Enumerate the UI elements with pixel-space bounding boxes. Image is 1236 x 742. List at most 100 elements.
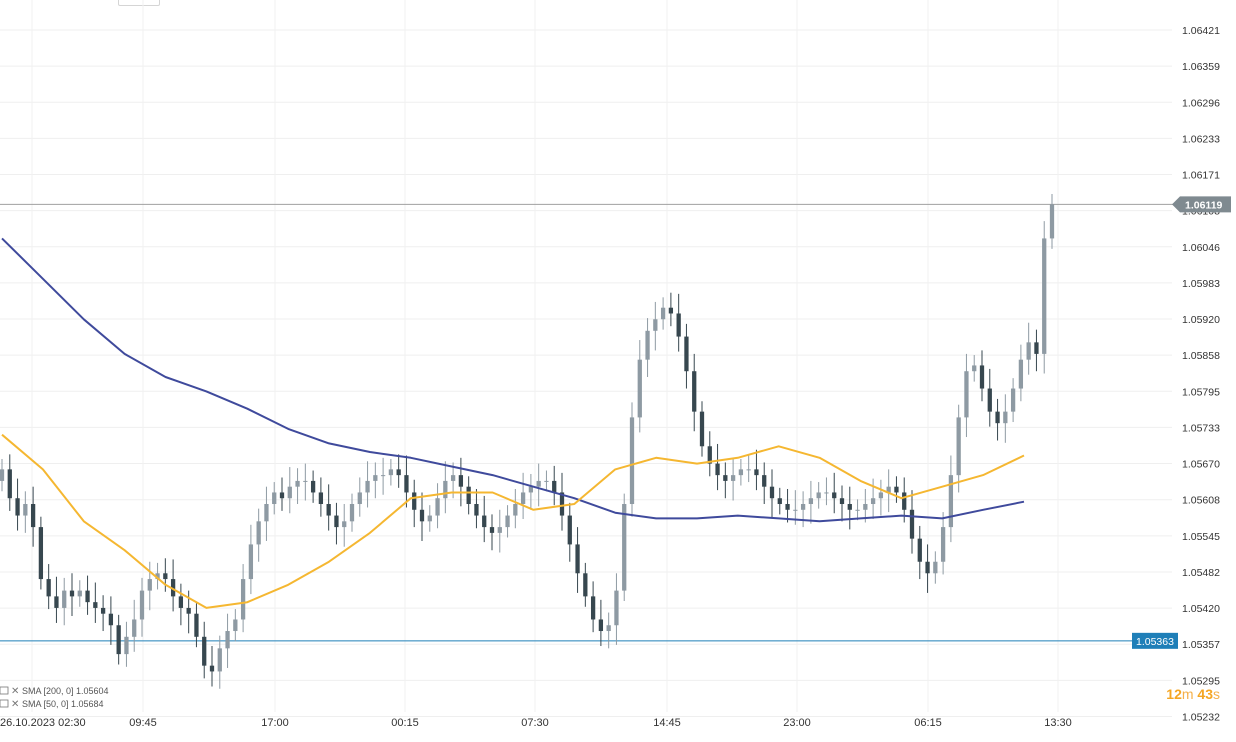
current-price-tag bbox=[1172, 196, 1231, 213]
legend-settings-icon bbox=[0, 699, 9, 708]
candle-body bbox=[46, 579, 51, 597]
candle-body bbox=[77, 590, 82, 597]
candle-body bbox=[139, 590, 145, 620]
y-tick-label: 1.05295 bbox=[1182, 675, 1220, 687]
x-tick-label: 09:45 bbox=[129, 717, 157, 729]
candle-body bbox=[217, 648, 222, 672]
candle-body bbox=[793, 509, 798, 511]
countdown-minutes: 12 bbox=[1166, 686, 1182, 702]
y-tick-label: 1.05670 bbox=[1182, 459, 1220, 471]
candle-body bbox=[653, 319, 658, 331]
candle-body bbox=[933, 561, 938, 574]
candle-body bbox=[233, 619, 238, 632]
legend-entry: SMA [50, 0] 1.05684 bbox=[22, 699, 104, 709]
candle-body bbox=[100, 607, 106, 614]
x-tick-label: 06:15 bbox=[914, 717, 942, 729]
y-tick-label: 1.06296 bbox=[1182, 97, 1220, 109]
candle-body bbox=[738, 469, 744, 476]
candle-body bbox=[629, 417, 635, 505]
candle-body bbox=[474, 504, 479, 516]
candle-body bbox=[505, 515, 510, 528]
y-tick-label: 1.06233 bbox=[1182, 133, 1220, 145]
y-tick-label: 1.05858 bbox=[1182, 350, 1220, 362]
legend-settings-icon bbox=[0, 686, 9, 695]
candle-body bbox=[170, 579, 176, 597]
candle-body bbox=[777, 498, 782, 505]
marked-level-label: 1.05363 bbox=[1136, 636, 1174, 648]
candle-body bbox=[15, 498, 20, 516]
y-tick-label: 1.05608 bbox=[1182, 495, 1220, 507]
price-tags: 1.06119 1.05363 bbox=[1132, 196, 1231, 649]
candle-body bbox=[894, 486, 899, 493]
candle-body bbox=[979, 365, 985, 389]
candle-body bbox=[746, 469, 751, 471]
candle-body bbox=[668, 307, 674, 314]
candle-body bbox=[303, 480, 308, 482]
candle-body bbox=[272, 492, 277, 505]
candle-body bbox=[334, 515, 339, 528]
grid bbox=[0, 0, 1172, 717]
candle-body bbox=[948, 475, 954, 528]
candle-body bbox=[715, 463, 720, 476]
candle-body bbox=[559, 492, 565, 516]
candle-body bbox=[995, 411, 1000, 424]
candle-body bbox=[730, 475, 736, 481]
candle-body bbox=[723, 475, 728, 481]
candle-body bbox=[388, 469, 394, 476]
legend: ✕ SMA [200, 0] 1.05604✕ SMA [50, 0] 1.0568… bbox=[0, 686, 109, 710]
candle-body bbox=[62, 590, 67, 608]
toolbar-box[interactable] bbox=[118, 0, 160, 6]
candle-body bbox=[209, 665, 215, 672]
candle-body bbox=[847, 504, 852, 510]
legend-entry: SMA [200, 0] 1.05604 bbox=[22, 686, 109, 696]
candle-body bbox=[435, 498, 440, 516]
candle-body bbox=[762, 475, 767, 487]
y-tick-label: 1.06171 bbox=[1182, 170, 1220, 182]
candle-body bbox=[264, 504, 269, 522]
legend-remove-icon: ✕ bbox=[11, 686, 19, 697]
candle-body bbox=[202, 636, 207, 666]
y-tick-label: 1.05795 bbox=[1182, 386, 1220, 398]
candle-body bbox=[279, 492, 285, 499]
candle-body bbox=[684, 336, 689, 372]
candle-body bbox=[225, 631, 230, 649]
countdown-minutes-unit: m bbox=[1181, 686, 1194, 702]
candle-body bbox=[987, 388, 992, 412]
x-tick-label: 23:00 bbox=[783, 717, 811, 729]
candle-body bbox=[1026, 342, 1031, 360]
candle-body bbox=[458, 475, 464, 487]
y-tick-label: 1.06421 bbox=[1182, 25, 1220, 37]
candle-body bbox=[552, 480, 557, 493]
candle-body bbox=[147, 579, 152, 591]
candle-body bbox=[310, 480, 316, 493]
candle-body bbox=[863, 504, 868, 510]
candle-body bbox=[917, 538, 922, 562]
candle-body bbox=[326, 504, 331, 516]
candle-body bbox=[108, 613, 114, 626]
candle-body bbox=[466, 486, 471, 505]
candle-body bbox=[909, 509, 915, 539]
x-axis: 26.10.2023 02:30 09:45 17:00 00:15 07:30 14:4… bbox=[0, 717, 1072, 729]
candle-body bbox=[256, 521, 261, 545]
candle-body bbox=[132, 619, 137, 637]
sma-200-line bbox=[1, 237, 1025, 523]
candle-body bbox=[785, 504, 790, 510]
candle-body bbox=[1003, 411, 1008, 424]
candle-body bbox=[699, 411, 705, 447]
candle-body bbox=[1018, 359, 1024, 389]
candle-body bbox=[940, 527, 946, 562]
candle-body bbox=[956, 417, 961, 476]
candle-body bbox=[342, 521, 347, 528]
candle-body bbox=[419, 509, 425, 522]
candle-body bbox=[870, 498, 876, 505]
y-tick-label: 1.05420 bbox=[1182, 603, 1220, 615]
candle-body bbox=[645, 330, 650, 360]
y-axis: 1.06421 1.06359 1.06296 1.06233 1.06171 1.061… bbox=[1182, 25, 1220, 723]
y-tick-label: 1.05983 bbox=[1182, 278, 1220, 290]
candle-body bbox=[769, 486, 775, 499]
candle-body bbox=[412, 492, 417, 510]
candle-body bbox=[404, 475, 409, 493]
candle-body bbox=[886, 486, 891, 493]
candle-body bbox=[450, 475, 456, 481]
